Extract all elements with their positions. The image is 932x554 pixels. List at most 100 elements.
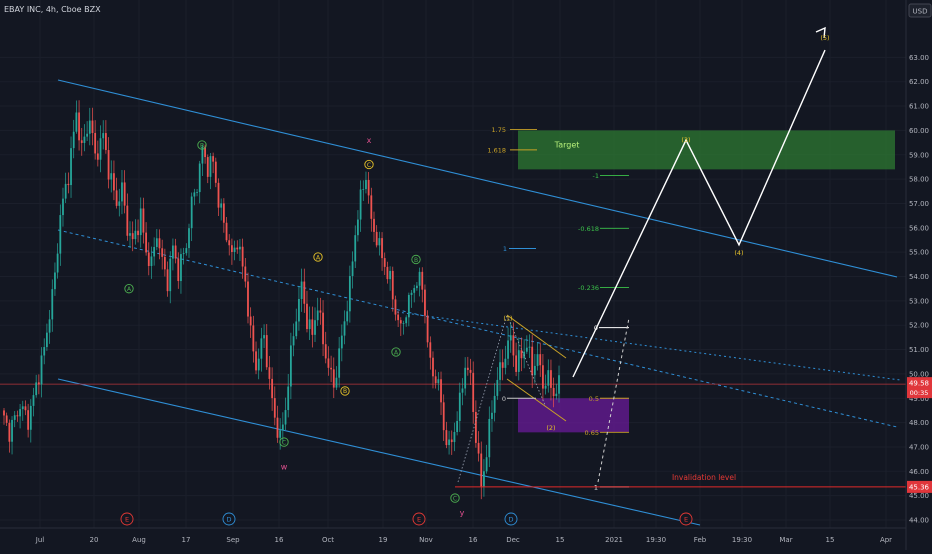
y-tick-label: 57.00 [909, 200, 929, 208]
candle-body [442, 402, 445, 431]
candle-body [94, 133, 97, 154]
candle-body [29, 405, 32, 430]
candle-body [27, 410, 30, 430]
wave-label-7: x [367, 136, 372, 145]
candle-body [51, 289, 54, 320]
candle-body [129, 233, 131, 236]
candle-body [62, 198, 64, 216]
candle-body [483, 471, 485, 487]
candle-body [59, 215, 62, 254]
candle-body [177, 258, 180, 282]
candle-body [391, 270, 394, 300]
x-tick-label: 16 [275, 536, 284, 544]
wedge-upper [506, 314, 567, 359]
candle-body [201, 146, 204, 164]
x-tick-label: Sep [226, 536, 240, 544]
candle-body [131, 233, 134, 240]
wave-label-6: C [367, 162, 371, 169]
candle-body [338, 348, 341, 378]
y-tick-label: 49.00 [909, 395, 929, 403]
candle-body [330, 367, 333, 370]
invalidation-label: Invalidation level [672, 473, 736, 482]
event-marker-label-3: D [508, 516, 513, 524]
candle-body [142, 208, 145, 233]
candle-body [265, 335, 268, 368]
candle-body [340, 335, 343, 349]
candle-body [11, 419, 13, 442]
wave-circle-5 [340, 386, 350, 396]
x-tick-label: Aug [132, 536, 146, 544]
y-tick-label: 50.00 [909, 370, 929, 378]
candle-body [88, 120, 91, 134]
candle-body [279, 430, 282, 438]
projection-arrowhead [815, 26, 826, 39]
candle-body [432, 357, 434, 377]
event-marker-label-0: E [125, 516, 129, 524]
y-tick-label: 53.00 [909, 297, 929, 305]
wave-label-13: (2) [546, 424, 555, 432]
candle-body [13, 415, 16, 420]
candle-body [222, 203, 225, 223]
candle-body [440, 379, 442, 403]
event-marker-0 [120, 512, 134, 526]
wave-label-11: y [460, 509, 465, 518]
x-tick-label: Feb [694, 536, 707, 544]
candle-body [351, 261, 354, 277]
candle-body [525, 347, 528, 352]
candle-body [126, 205, 129, 236]
candle-body [35, 382, 38, 396]
fib-level-1-618-label: 1.618 [487, 146, 506, 154]
candle-body [359, 189, 362, 220]
candle-body [375, 231, 378, 246]
x-tick-label: Mar [779, 536, 792, 544]
fib-level-minus-1-label: -1 [593, 172, 599, 180]
wave-label-2: C [282, 439, 286, 446]
candle-body [496, 379, 499, 396]
candle-body [284, 410, 287, 425]
x-tick-label: Apr [880, 536, 892, 544]
candle-body [493, 395, 496, 413]
y-tick-label: 47.00 [909, 443, 929, 451]
candle-body [370, 195, 373, 219]
candle-body [54, 272, 56, 290]
candle-body [520, 350, 523, 359]
candle-body [104, 133, 107, 151]
low-price-label: 45.36 [909, 483, 930, 491]
fib-level-1-75-label: 1.75 [492, 126, 506, 134]
candle-body [550, 370, 552, 388]
candle-body [469, 369, 472, 373]
candle-body [410, 292, 413, 295]
candle-body [147, 252, 150, 266]
x-tick-label: 15 [556, 536, 565, 544]
candle-body [365, 179, 367, 190]
candle-body [477, 442, 480, 454]
y-tick-label: 46.00 [909, 468, 929, 476]
wave-circle-6 [364, 159, 374, 170]
candle-body [214, 161, 217, 183]
candle-body [99, 138, 102, 160]
wave-circle-10 [450, 493, 460, 503]
candle-body [5, 415, 8, 423]
y-tick-label: 45.00 [909, 492, 929, 500]
candle-body [552, 387, 555, 397]
candle-body [531, 346, 534, 376]
price-axis [906, 0, 932, 550]
candle-body [429, 342, 432, 358]
wedge-lower [506, 378, 567, 422]
event-marker-1 [222, 512, 236, 526]
candle-body [306, 303, 308, 330]
candle-body [448, 439, 450, 446]
candle-body [8, 422, 11, 442]
projection-path [572, 49, 826, 378]
candle-body [402, 323, 405, 324]
candle-body [247, 281, 249, 317]
wave-label-10: C [453, 495, 457, 502]
candle-body [153, 246, 156, 257]
candle-body [268, 367, 271, 379]
candle-body [501, 362, 504, 368]
candle-body [70, 148, 72, 186]
x-tick-label: 2021 [605, 536, 623, 544]
candle-body [263, 335, 265, 339]
